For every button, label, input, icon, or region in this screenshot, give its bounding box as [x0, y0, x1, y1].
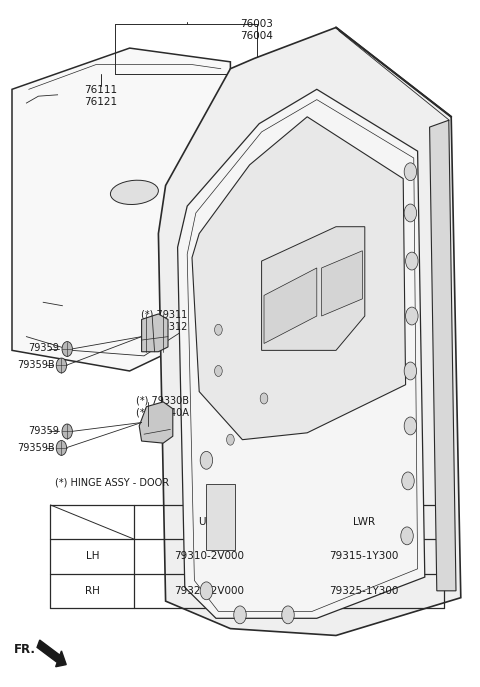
- Circle shape: [404, 417, 417, 435]
- Circle shape: [402, 472, 414, 490]
- Text: (*) 79330B
(*) 79340A: (*) 79330B (*) 79340A: [136, 395, 189, 418]
- Text: LWR: LWR: [352, 517, 375, 527]
- Circle shape: [56, 440, 67, 455]
- Text: 79359B: 79359B: [17, 361, 54, 370]
- Ellipse shape: [110, 180, 158, 205]
- Circle shape: [404, 204, 417, 222]
- Text: 79359: 79359: [28, 344, 59, 353]
- Circle shape: [406, 307, 418, 325]
- Polygon shape: [322, 251, 362, 316]
- Text: 79315-1Y300: 79315-1Y300: [329, 552, 398, 561]
- Text: 76111
76121: 76111 76121: [84, 85, 117, 107]
- Circle shape: [62, 424, 72, 439]
- Polygon shape: [262, 227, 365, 350]
- Polygon shape: [139, 402, 173, 443]
- Polygon shape: [12, 48, 230, 371]
- Circle shape: [404, 163, 417, 181]
- Text: 79359: 79359: [28, 426, 59, 436]
- Polygon shape: [264, 268, 317, 344]
- Polygon shape: [178, 89, 425, 618]
- Polygon shape: [430, 120, 456, 591]
- Polygon shape: [142, 314, 168, 352]
- Circle shape: [404, 362, 417, 380]
- Circle shape: [227, 434, 234, 445]
- Text: FR.: FR.: [13, 643, 36, 655]
- Circle shape: [234, 606, 246, 624]
- Text: 79359B: 79359B: [17, 443, 54, 453]
- Text: 76003
76004: 76003 76004: [240, 19, 273, 41]
- Text: LH: LH: [85, 552, 99, 561]
- Polygon shape: [158, 27, 461, 635]
- Text: 79310-2V000: 79310-2V000: [174, 552, 244, 561]
- Circle shape: [62, 341, 72, 357]
- Circle shape: [215, 365, 222, 376]
- Circle shape: [200, 582, 213, 600]
- FancyArrow shape: [37, 640, 66, 667]
- Circle shape: [282, 606, 294, 624]
- Circle shape: [56, 358, 67, 373]
- Circle shape: [260, 393, 268, 404]
- Circle shape: [215, 324, 222, 335]
- Text: UPR: UPR: [198, 517, 219, 527]
- Circle shape: [200, 451, 213, 469]
- Text: (*) 79311
(*) 79312: (*) 79311 (*) 79312: [141, 309, 187, 332]
- Polygon shape: [192, 117, 406, 440]
- Circle shape: [401, 527, 413, 545]
- Polygon shape: [206, 484, 235, 550]
- Text: 79320-2V000: 79320-2V000: [174, 586, 244, 596]
- Circle shape: [406, 252, 418, 270]
- Text: 79325-1Y300: 79325-1Y300: [329, 586, 398, 596]
- Text: (*) HINGE ASSY - DOOR: (*) HINGE ASSY - DOOR: [55, 477, 169, 488]
- Text: RH: RH: [85, 586, 100, 596]
